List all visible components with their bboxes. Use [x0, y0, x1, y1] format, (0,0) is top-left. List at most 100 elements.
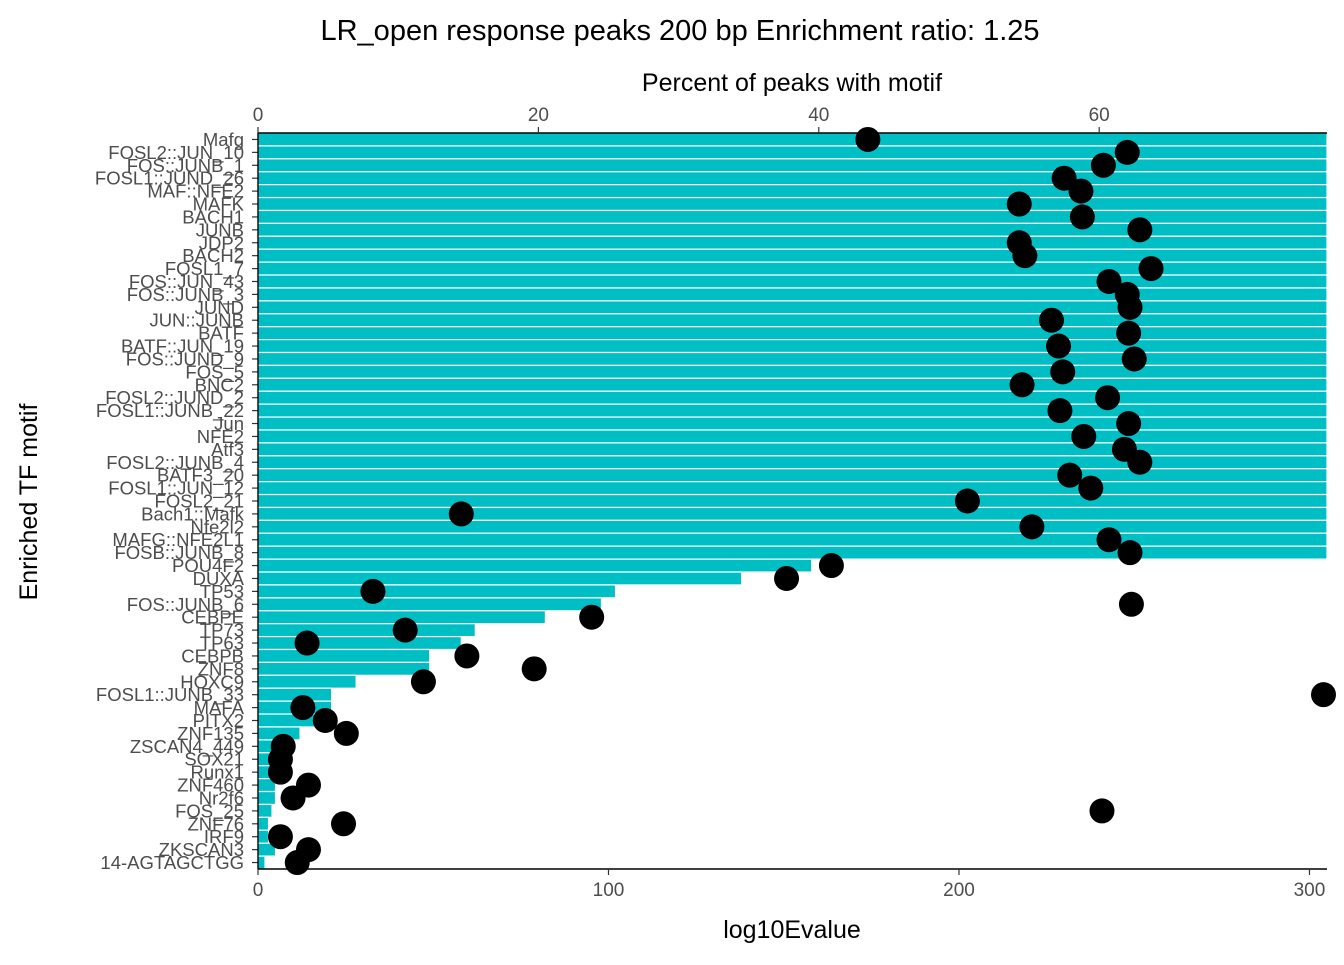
category-label: Nfe2l2 — [191, 516, 244, 537]
percent-point — [1114, 139, 1140, 165]
bars-layer — [257, 132, 1328, 870]
bar — [257, 248, 1328, 263]
percent-point — [1019, 514, 1045, 540]
category-label: JUNB — [196, 219, 244, 240]
bar — [257, 132, 1328, 147]
bar — [257, 145, 1328, 160]
x-tick-label: 200 — [943, 880, 975, 901]
percent-point — [1310, 682, 1336, 708]
points-layer — [267, 126, 1336, 876]
x2-tick-label: 20 — [528, 105, 549, 126]
percent-point — [1096, 527, 1122, 553]
bar — [257, 481, 1328, 496]
category-label: BACH2 — [182, 245, 244, 266]
percent-point — [290, 695, 316, 721]
category-label: MAFG::NFE2L1 — [112, 529, 244, 550]
bar — [257, 338, 1328, 354]
category-label: ZNF135 — [177, 723, 244, 744]
category-label: TP53 — [200, 581, 244, 602]
percent-point — [360, 578, 386, 604]
category-label: PITX2 — [193, 710, 244, 731]
bar — [257, 519, 1328, 534]
category-label: Jun — [214, 413, 244, 434]
percent-point — [267, 759, 293, 785]
category-label: FOS::JUND_9 — [126, 348, 244, 370]
percent-point — [1047, 398, 1073, 424]
category-label: CEBPB — [181, 645, 244, 666]
percent-point — [280, 785, 306, 811]
percent-point — [1089, 798, 1115, 824]
percent-point — [1127, 217, 1153, 243]
y-axis-title: Enriched TF motif — [15, 404, 43, 601]
bar — [257, 442, 1328, 457]
bar — [257, 532, 1328, 547]
category-label: ZSCAN4_449 — [130, 736, 244, 758]
bar — [257, 222, 1328, 237]
category-label: Atf3 — [211, 439, 244, 460]
percent-point — [1138, 256, 1164, 282]
bar — [257, 855, 266, 870]
category-label: FOS::JUNB_1 — [127, 155, 244, 177]
bar — [257, 493, 1328, 509]
bar — [257, 261, 1328, 276]
category-label: FOSL1::JUNB_33 — [96, 684, 244, 706]
bar — [257, 816, 270, 831]
category-label: Bach1::Mafk — [141, 503, 245, 524]
percent-point — [954, 488, 980, 514]
category-label: JUND — [195, 297, 244, 318]
category-label: FOSB::JUNB_8 — [114, 542, 244, 564]
percent-point — [1071, 423, 1097, 449]
percent-point — [410, 669, 436, 695]
percent-point — [1090, 152, 1116, 178]
percent-point — [1127, 449, 1153, 475]
category-label: MAFK — [193, 194, 245, 215]
bar — [257, 803, 273, 818]
bar — [257, 158, 1328, 173]
category-label: JUN::JUNB — [149, 310, 244, 331]
category-label: Mafg — [203, 129, 244, 150]
bar — [257, 390, 1328, 405]
category-label: CEBPE — [181, 607, 244, 628]
category-label: IRF9 — [204, 826, 244, 847]
category-label: DUXA — [193, 568, 245, 589]
percent-point — [774, 565, 800, 591]
bar — [257, 661, 431, 676]
bar — [257, 545, 1328, 560]
top-axis-title: Percent of peaks with motif — [642, 69, 942, 97]
bar — [257, 364, 1328, 379]
category-label: FOSL1::JUND_26 — [95, 168, 244, 190]
bar — [257, 429, 1328, 444]
category-label: MAF::NFE2 — [147, 181, 244, 202]
x-tick-label: 300 — [1294, 880, 1326, 901]
percent-point — [1069, 204, 1095, 230]
percent-point — [1121, 346, 1147, 372]
category-label: POU4F2 — [172, 555, 244, 576]
category-label: FOSL2_21 — [155, 491, 244, 513]
category-label: HOXC9 — [180, 671, 244, 692]
percent-point — [267, 824, 293, 850]
category-label: BNC2 — [195, 374, 244, 395]
bar — [257, 171, 1328, 186]
percent-point — [1078, 475, 1104, 501]
category-label: TP63 — [200, 633, 244, 654]
bar — [257, 674, 357, 689]
bar — [257, 584, 617, 599]
bar — [257, 235, 1328, 250]
category-label: FOS_25 — [175, 800, 244, 822]
category-label: NFE2 — [197, 426, 244, 447]
percent-point — [1117, 294, 1143, 320]
bar — [257, 196, 1328, 212]
bar — [257, 326, 1328, 341]
percent-point — [331, 811, 357, 837]
category-label: ZNF8 — [198, 658, 244, 679]
percent-point — [1009, 372, 1035, 398]
percent-point — [1118, 591, 1144, 617]
bar — [257, 571, 743, 586]
category-label: BACH1 — [182, 206, 244, 227]
percent-point — [448, 501, 474, 527]
x2-tick-label: 60 — [1089, 105, 1110, 126]
category-label: FOSL1::JUNB_22 — [96, 400, 244, 422]
x2-tick-label: 40 — [808, 105, 829, 126]
